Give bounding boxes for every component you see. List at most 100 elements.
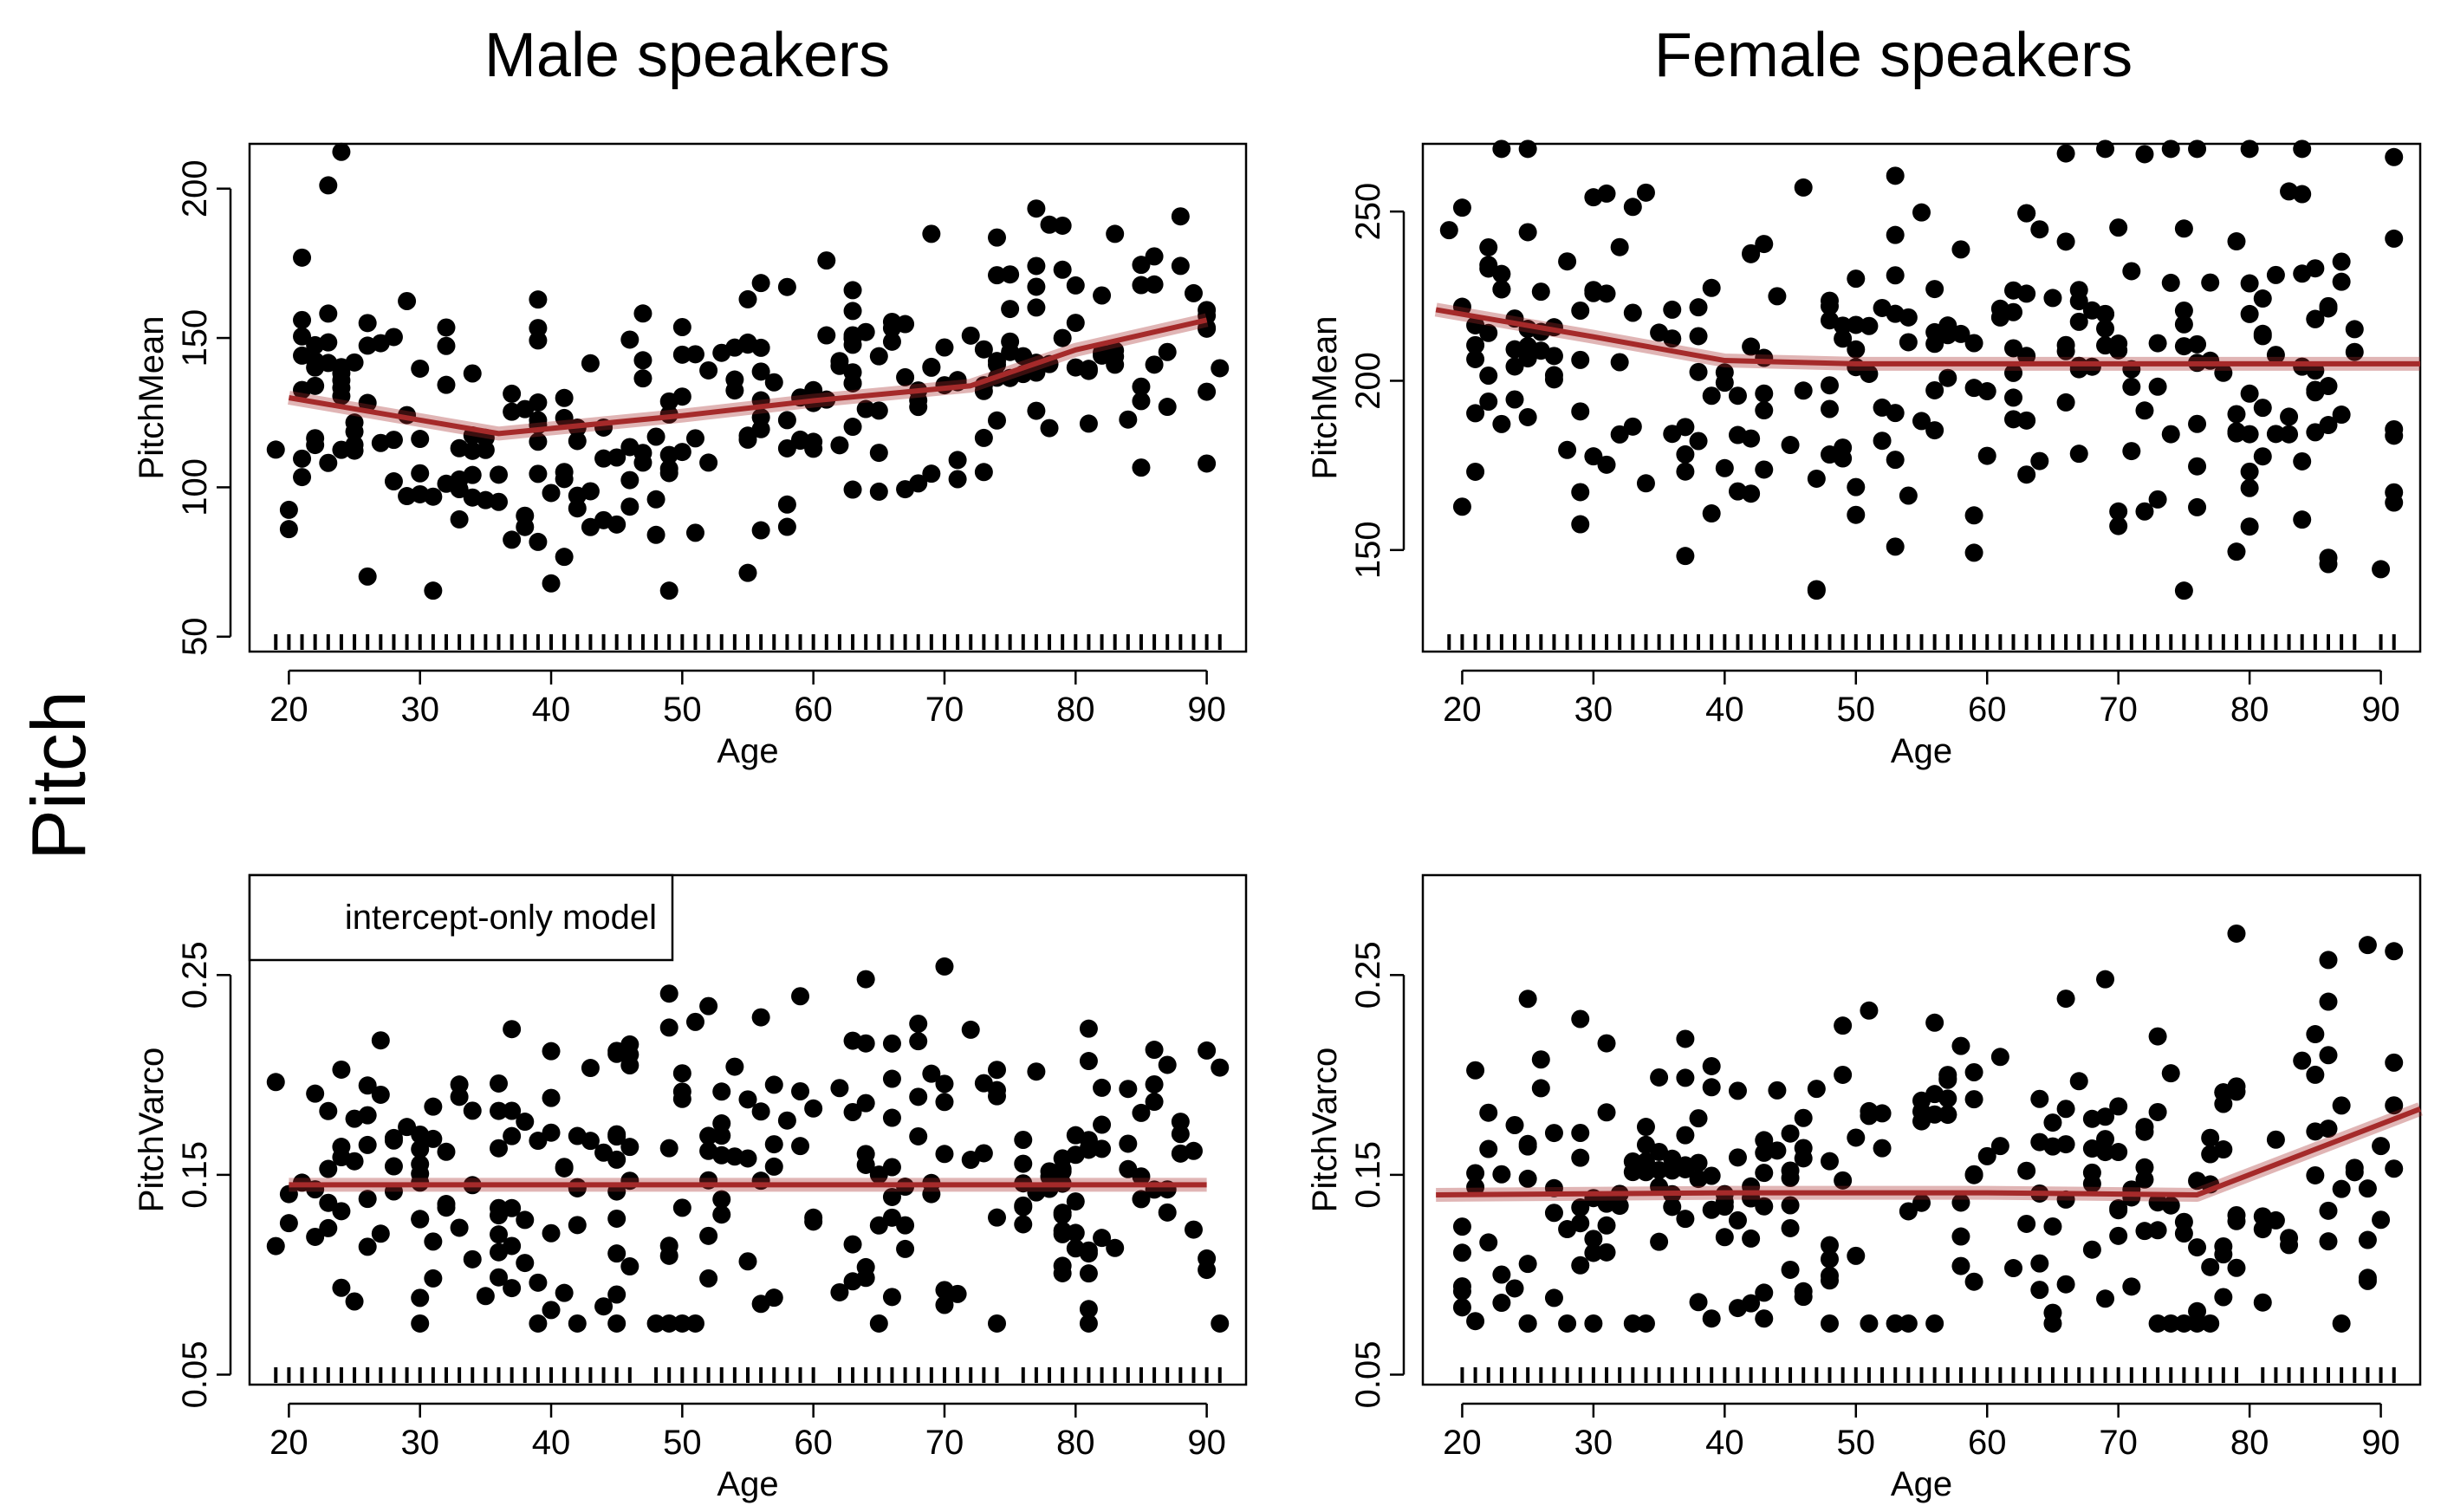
x-tick-label: 30 [400,1424,439,1462]
scatter-point [1702,1078,1721,1097]
scatter-point [2358,1230,2377,1249]
scatter-point [1768,1141,1787,1160]
scatter-point [2266,1130,2285,1149]
scatter-point [424,1097,443,1116]
x-tick-label: 90 [1187,1424,1226,1462]
scatter-point [909,474,928,493]
scatter-point [1518,1169,1537,1188]
scatter-point [1066,276,1085,295]
scatter-point [659,581,678,600]
scatter-point [1184,1220,1203,1239]
scatter-point [699,1226,718,1245]
scatter-point [2266,346,2285,365]
scatter-point [764,373,783,392]
scatter-point [503,402,522,421]
scatter-point [1492,1165,1511,1184]
scatter-point [1531,1050,1550,1069]
scatter-point [411,430,430,449]
scatter-point [2214,1083,2233,1102]
scatter-point [672,1064,691,1083]
scatter-point [1066,358,1085,377]
scatter-point [1755,401,1774,420]
scatter-point [555,470,574,489]
scatter-point [922,464,941,483]
scatter-point [2082,1163,2101,1182]
scatter-point [424,487,443,506]
scatter-point [1132,458,1151,477]
scatter-point [699,996,718,1016]
scatter-point [1198,1041,1217,1060]
scatter-point [542,1301,561,1320]
scatter-point [1899,333,1918,352]
scatter-point [764,1157,783,1176]
scatter-point [896,1216,915,1235]
scatter-point [1158,1055,1177,1074]
scatter-point [2385,1159,2404,1178]
scatter-point [935,1074,954,1093]
scatter-point [2240,425,2259,444]
scatter-point [1119,1080,1138,1099]
scatter-point [2017,204,2036,223]
scatter-point [646,427,665,446]
scatter-point [2319,951,2338,970]
scatter-point [791,1081,810,1100]
scatter-point [2135,145,2154,164]
scatter-point [1623,303,1642,322]
scatter-point [1518,1314,1537,1333]
scatter-point [2004,363,2023,382]
scatter-point [411,359,430,378]
scatter-point [1663,1161,1682,1180]
scatter-point [988,352,1006,371]
scatter-point [1650,1160,1669,1179]
scatter-point [1597,184,1616,203]
scatter-point [568,432,587,451]
scatter-point [2096,140,2115,159]
scatter-point [542,1088,561,1107]
y-tick-label: 0.25 [1349,941,1387,1009]
scatter-point [1807,581,1826,600]
scatter-point [1964,1165,1983,1184]
scatter-point [869,444,888,463]
scatter-point [2332,406,2351,425]
scatter-point [568,486,587,505]
scatter-point [424,581,443,600]
scatter-point [1466,349,1485,368]
legend-box [248,873,674,962]
scatter-point [2358,936,2377,955]
scatter-point [2227,1206,2246,1225]
scatter-point [1689,432,1708,451]
scatter-point [1571,301,1590,320]
scatter-point [529,393,548,412]
scatter-point [922,1064,941,1083]
scatter-point [293,310,312,329]
scatter-point [1597,1034,1616,1053]
scatter-point [2043,1217,2062,1236]
scatter-point [882,312,901,331]
scatter-point [1544,1124,1563,1143]
scatter-point [620,1257,639,1276]
scatter-point [672,1089,691,1108]
scatter-point [1702,278,1721,297]
scatter-point [1820,1236,1839,1255]
y-tick-label: 0.25 [176,941,214,1009]
scatter-point [266,440,285,459]
scatter-point [961,1020,980,1039]
scatter-point [2004,339,2023,358]
scatter-point [1466,1164,1485,1183]
scatter-point [1886,266,1905,285]
fit-line [1436,1106,2422,1197]
scatter-point [1728,386,1747,406]
x-tick-label: 30 [1574,691,1613,729]
x-axis-label: Age [717,1465,778,1503]
scatter-point [1781,1218,1800,1237]
scatter-point [1479,366,1498,385]
scatter-point [1571,402,1590,421]
scatter-point [1505,340,1524,359]
scatter-point [1899,1314,1918,1333]
x-tick-label: 40 [1705,691,1744,729]
x-tick-label: 20 [1443,1424,1482,1462]
y-tick-label: 0.05 [1349,1341,1387,1409]
scatter-point [830,436,849,455]
scatter-point [293,248,312,267]
scatter-point [843,418,862,437]
